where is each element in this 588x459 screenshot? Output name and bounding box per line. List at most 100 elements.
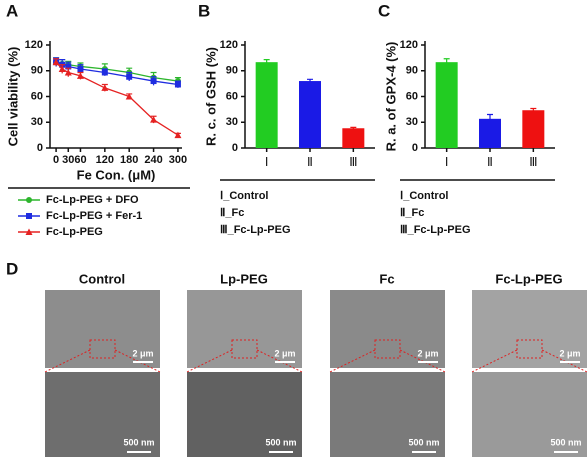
y-tick-label: 90 — [31, 65, 43, 77]
x-tick-label: Ⅰ — [265, 155, 269, 169]
x-tick-label: Ⅲ — [349, 155, 357, 169]
scale-label: 500 nm — [550, 437, 581, 447]
legend-marker — [26, 197, 32, 203]
scale-label: 2 μm — [559, 348, 580, 358]
y-tick-label: 30 — [406, 116, 418, 128]
scale-label: 500 nm — [123, 437, 154, 447]
x-tick-label: 30 — [62, 154, 74, 166]
legend-label: Fc-Lp-PEG + DFO — [46, 194, 139, 206]
y-tick-label: 0 — [232, 142, 238, 154]
scale-label: 500 nm — [265, 437, 296, 447]
x-tick-label: 180 — [120, 154, 138, 166]
x-tick-label: 60 — [74, 154, 86, 166]
micrograph-title: Fc — [379, 271, 394, 286]
x-tick-label: Ⅲ — [529, 155, 537, 169]
note: Ⅲ_Fc-Lp-PEG — [400, 224, 471, 236]
y-tick-label: 120 — [25, 39, 43, 51]
x-tick-label: 240 — [144, 154, 162, 166]
y-tick-label: 90 — [226, 65, 238, 77]
marker — [76, 72, 84, 79]
marker — [150, 78, 157, 85]
note: Ⅰ_Control — [220, 190, 268, 202]
marker — [126, 73, 133, 80]
y-tick-label: 30 — [226, 116, 238, 128]
zoom-box — [89, 339, 116, 359]
series-line — [55, 61, 179, 82]
y-tick-label: 30 — [31, 116, 43, 128]
bar — [299, 81, 321, 148]
x-tick-label: Ⅰ — [445, 155, 449, 169]
error-bar — [487, 113, 493, 124]
y-axis-label: R. c. of GSH (%) — [203, 47, 218, 146]
panel-label: C — [378, 1, 390, 20]
bar — [522, 110, 545, 148]
scale-label: 2 μm — [417, 348, 438, 358]
y-tick-label: 0 — [37, 142, 43, 154]
marker — [174, 81, 181, 88]
bar — [435, 62, 458, 148]
y-tick-label: 60 — [406, 90, 418, 102]
y-tick-label: 60 — [31, 90, 43, 102]
legend-marker — [25, 228, 33, 235]
marker — [101, 69, 108, 76]
note: Ⅱ_Fc — [220, 207, 244, 219]
micrograph — [45, 372, 160, 457]
legend-label: Fc-Lp-PEG + Fer-1 — [46, 210, 142, 222]
marker — [125, 93, 133, 100]
panel-label: D — [6, 259, 18, 278]
panel-label: A — [6, 1, 18, 20]
micrograph-panel — [45, 290, 587, 457]
micrograph — [330, 290, 445, 368]
marker — [52, 58, 60, 66]
micrograph — [330, 372, 445, 457]
x-axis-label: Fe Con. (μM) — [77, 167, 156, 182]
y-tick-label: 120 — [220, 39, 238, 51]
note: Ⅱ_Fc — [400, 207, 424, 219]
micrograph-title: Lp-PEG — [220, 271, 268, 286]
marker — [174, 131, 182, 139]
zoom-box — [231, 339, 258, 359]
micrograph — [472, 372, 587, 457]
note: Ⅰ_Control — [400, 190, 448, 202]
scale-label: 500 nm — [408, 437, 439, 447]
panel-label: B — [198, 1, 210, 20]
y-axis-label: Cell viability (%) — [5, 47, 20, 147]
bar — [342, 128, 365, 148]
marker — [77, 66, 84, 73]
note: Ⅲ_Fc-Lp-PEG — [220, 224, 291, 236]
micrograph — [45, 290, 160, 368]
error-bar — [263, 58, 270, 65]
x-tick-label: 300 — [169, 154, 187, 166]
legend-label: Fc-Lp-PEG — [46, 226, 103, 238]
micrograph-title: Control — [79, 271, 125, 286]
y-tick-label: 0 — [412, 142, 418, 154]
legend-marker — [26, 213, 32, 219]
micrograph — [187, 290, 302, 368]
y-tick-label: 60 — [226, 90, 238, 102]
y-tick-label: 90 — [406, 65, 418, 77]
error-bar — [530, 107, 537, 112]
y-tick-label: 120 — [400, 39, 418, 51]
micrograph-title: Fc-Lp-PEG — [495, 271, 562, 286]
x-tick-label: Ⅱ — [487, 155, 493, 169]
zoom-box — [374, 339, 401, 359]
scale-label: 2 μm — [132, 348, 153, 358]
y-axis-label: R. a. of GPX-4 (%) — [383, 42, 398, 152]
bar — [255, 62, 278, 148]
x-tick-label: 120 — [96, 154, 114, 166]
zoom-box — [516, 339, 543, 359]
scale-label: 2 μm — [274, 348, 295, 358]
marker — [150, 116, 158, 123]
marker — [64, 68, 72, 76]
error-bar — [350, 126, 357, 130]
x-tick-label: Ⅱ — [307, 155, 313, 169]
micrograph — [187, 372, 302, 457]
bar — [479, 118, 501, 148]
error-bar — [443, 58, 450, 66]
series-line — [55, 61, 179, 136]
x-tick-label: 0 — [53, 154, 59, 166]
marker — [101, 84, 109, 91]
error-bar — [307, 78, 313, 83]
marker — [65, 63, 72, 70]
